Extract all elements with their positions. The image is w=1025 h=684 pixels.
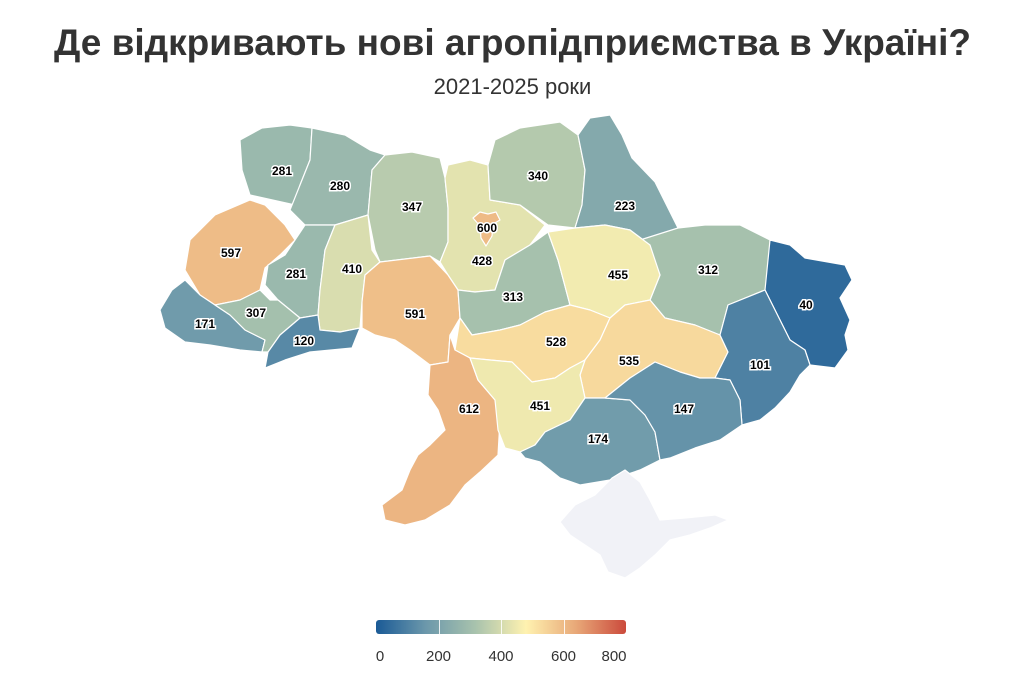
region-value-label-luhansk: 40 [799, 298, 813, 312]
region-chernivtsi [264, 314, 361, 369]
region-value-label-sumy: 223 [615, 199, 635, 213]
legend-tick-mark [563, 620, 565, 634]
region-value-label-zaporizhzhia: 147 [674, 402, 694, 416]
region-value-label-vinnytsia: 591 [405, 307, 425, 321]
region-value-label-kherson: 174 [588, 432, 608, 446]
region-value-label-ivano-frankivsk: 307 [246, 306, 266, 320]
region-value-label-kyiv-city: 600 [477, 221, 497, 235]
region-value-label-poltava: 455 [608, 268, 628, 282]
region-value-label-donetsk: 101 [750, 358, 770, 372]
legend-tick-mark [501, 620, 502, 634]
region-value-label-zakarpattia: 171 [195, 317, 215, 331]
legend-tick-label: 400 [488, 648, 514, 665]
region-value-label-chernivtsi: 120 [294, 334, 314, 348]
region-value-label-chernihiv: 340 [528, 169, 548, 183]
region-value-label-kyiv-oblast: 428 [472, 254, 492, 268]
region-value-label-rivne: 280 [330, 179, 350, 193]
page-title: Де відкривають нові агропідприємства в У… [53, 22, 972, 63]
labels-layer: 281 280 347 428 600 340 223 312 40 597 281 410 591 31… [193, 163, 814, 448]
region-odesa [381, 334, 501, 526]
legend-tick-mark [438, 620, 440, 634]
legend-tick-label: 200 [425, 648, 452, 665]
region-value-label-khmelnytskyi: 410 [342, 262, 362, 276]
color-legend: 0 200 400 600 800 [375, 620, 627, 670]
region-value-label-odesa: 612 [459, 402, 479, 416]
region-value-label-volyn: 281 [272, 164, 292, 178]
legend-tick-label: 800 [601, 648, 627, 665]
region-zaporizhzhia [604, 361, 743, 461]
region-value-label-cherkasy: 313 [503, 290, 523, 304]
region-value-label-zhytomyr: 347 [402, 200, 422, 214]
region-value-label-ternopil: 281 [286, 267, 306, 281]
region-value-label-mykolaiv: 451 [530, 399, 550, 413]
region-value-label-dnipropetrovsk: 535 [619, 354, 639, 368]
page-subtitle: 2021-2025 роки [433, 74, 592, 99]
regions-layer [159, 114, 853, 579]
region-value-label-kharkiv: 312 [698, 263, 718, 277]
region-crimea [559, 469, 729, 579]
region-value-label-lviv: 597 [221, 246, 241, 260]
region-sumy [574, 114, 679, 246]
region-kyiv-city [472, 211, 501, 247]
region-value-label-kirovohrad: 528 [546, 335, 566, 349]
legend-tick-label: 600 [550, 648, 577, 665]
legend-tick-label: 0 [375, 648, 385, 665]
